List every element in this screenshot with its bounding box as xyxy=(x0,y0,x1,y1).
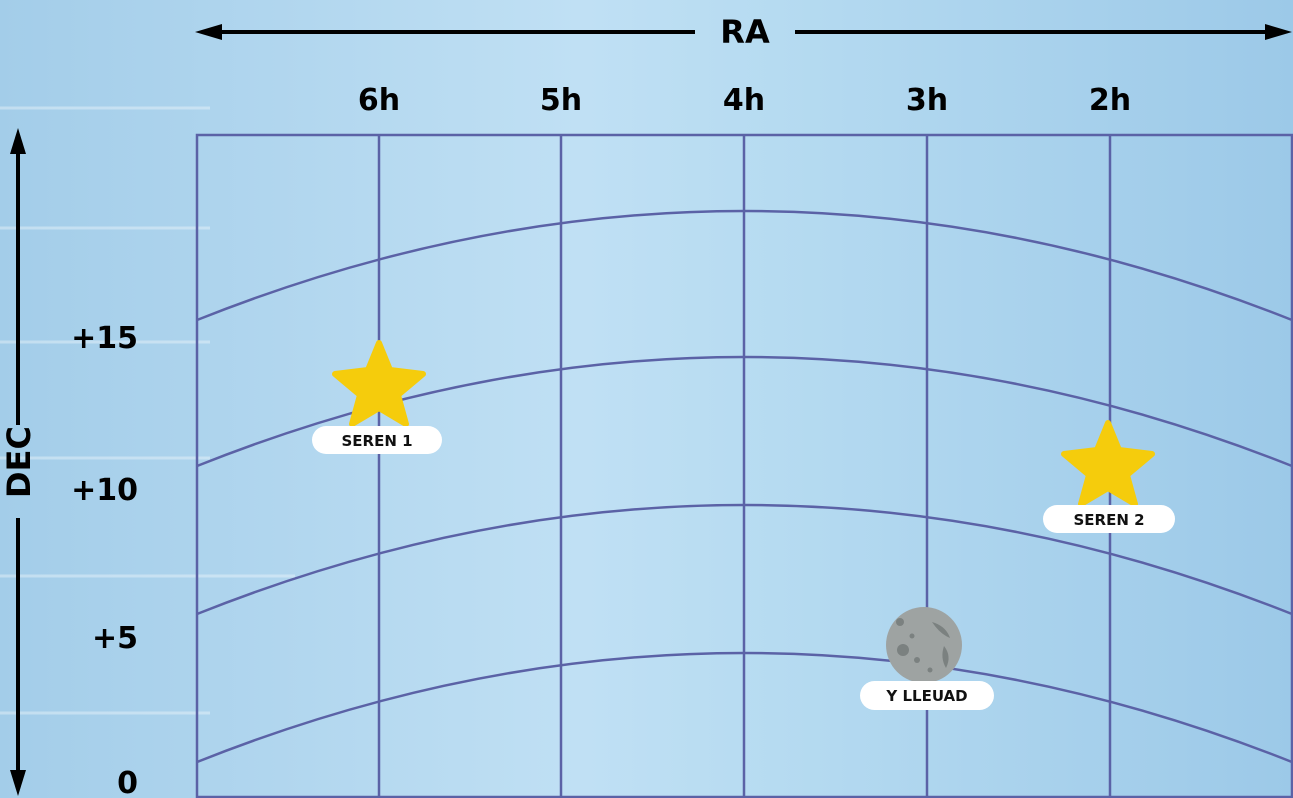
ra-tick-label: 6h xyxy=(358,83,400,118)
dec-tick-label: 0 xyxy=(117,766,138,798)
ra-tick-label: 3h xyxy=(906,83,948,118)
dec-arrow-bottom-head xyxy=(10,770,26,796)
moon-y-lleuad: Y LLEUAD xyxy=(860,607,994,710)
chart-grid xyxy=(195,133,1293,798)
dec-tick-label: +10 xyxy=(71,473,138,508)
dec-axis: DEC xyxy=(0,128,38,796)
label-pill xyxy=(1043,505,1175,533)
grid-dec-curve xyxy=(196,503,1293,616)
ra-axis: RA xyxy=(195,13,1292,51)
ra-axis-label: RA xyxy=(720,13,770,51)
label-pill xyxy=(860,681,994,710)
background-streaks xyxy=(0,106,295,715)
star-icon xyxy=(1061,420,1155,507)
moon-icon xyxy=(886,607,962,683)
dec-tick-labels: +15 +10 +5 0 xyxy=(71,321,138,798)
label-pill xyxy=(312,426,442,454)
star-icon xyxy=(332,340,426,427)
object-label: SEREN 1 xyxy=(341,432,412,450)
dec-tick-label: +5 xyxy=(92,621,138,656)
object-label: SEREN 2 xyxy=(1073,511,1144,529)
grid-dec-curve xyxy=(196,209,1293,322)
star-seren-2: SEREN 2 xyxy=(1043,420,1175,533)
star-seren-1: SEREN 1 xyxy=(312,340,442,454)
ra-arrow-right-head xyxy=(1265,24,1292,40)
ra-tick-labels: 6h 5h 4h 3h 2h xyxy=(358,83,1131,118)
grid-dec-curve xyxy=(196,651,1293,764)
dec-arrow-top-head xyxy=(10,128,26,154)
ra-arrow-left-head xyxy=(195,24,222,40)
dec-tick-label: +15 xyxy=(71,321,138,356)
ra-tick-label: 2h xyxy=(1089,83,1131,118)
object-label: Y LLEUAD xyxy=(885,687,967,705)
dec-axis-label: DEC xyxy=(0,426,38,498)
ra-tick-label: 5h xyxy=(540,83,582,118)
ra-tick-label: 4h xyxy=(723,83,765,118)
